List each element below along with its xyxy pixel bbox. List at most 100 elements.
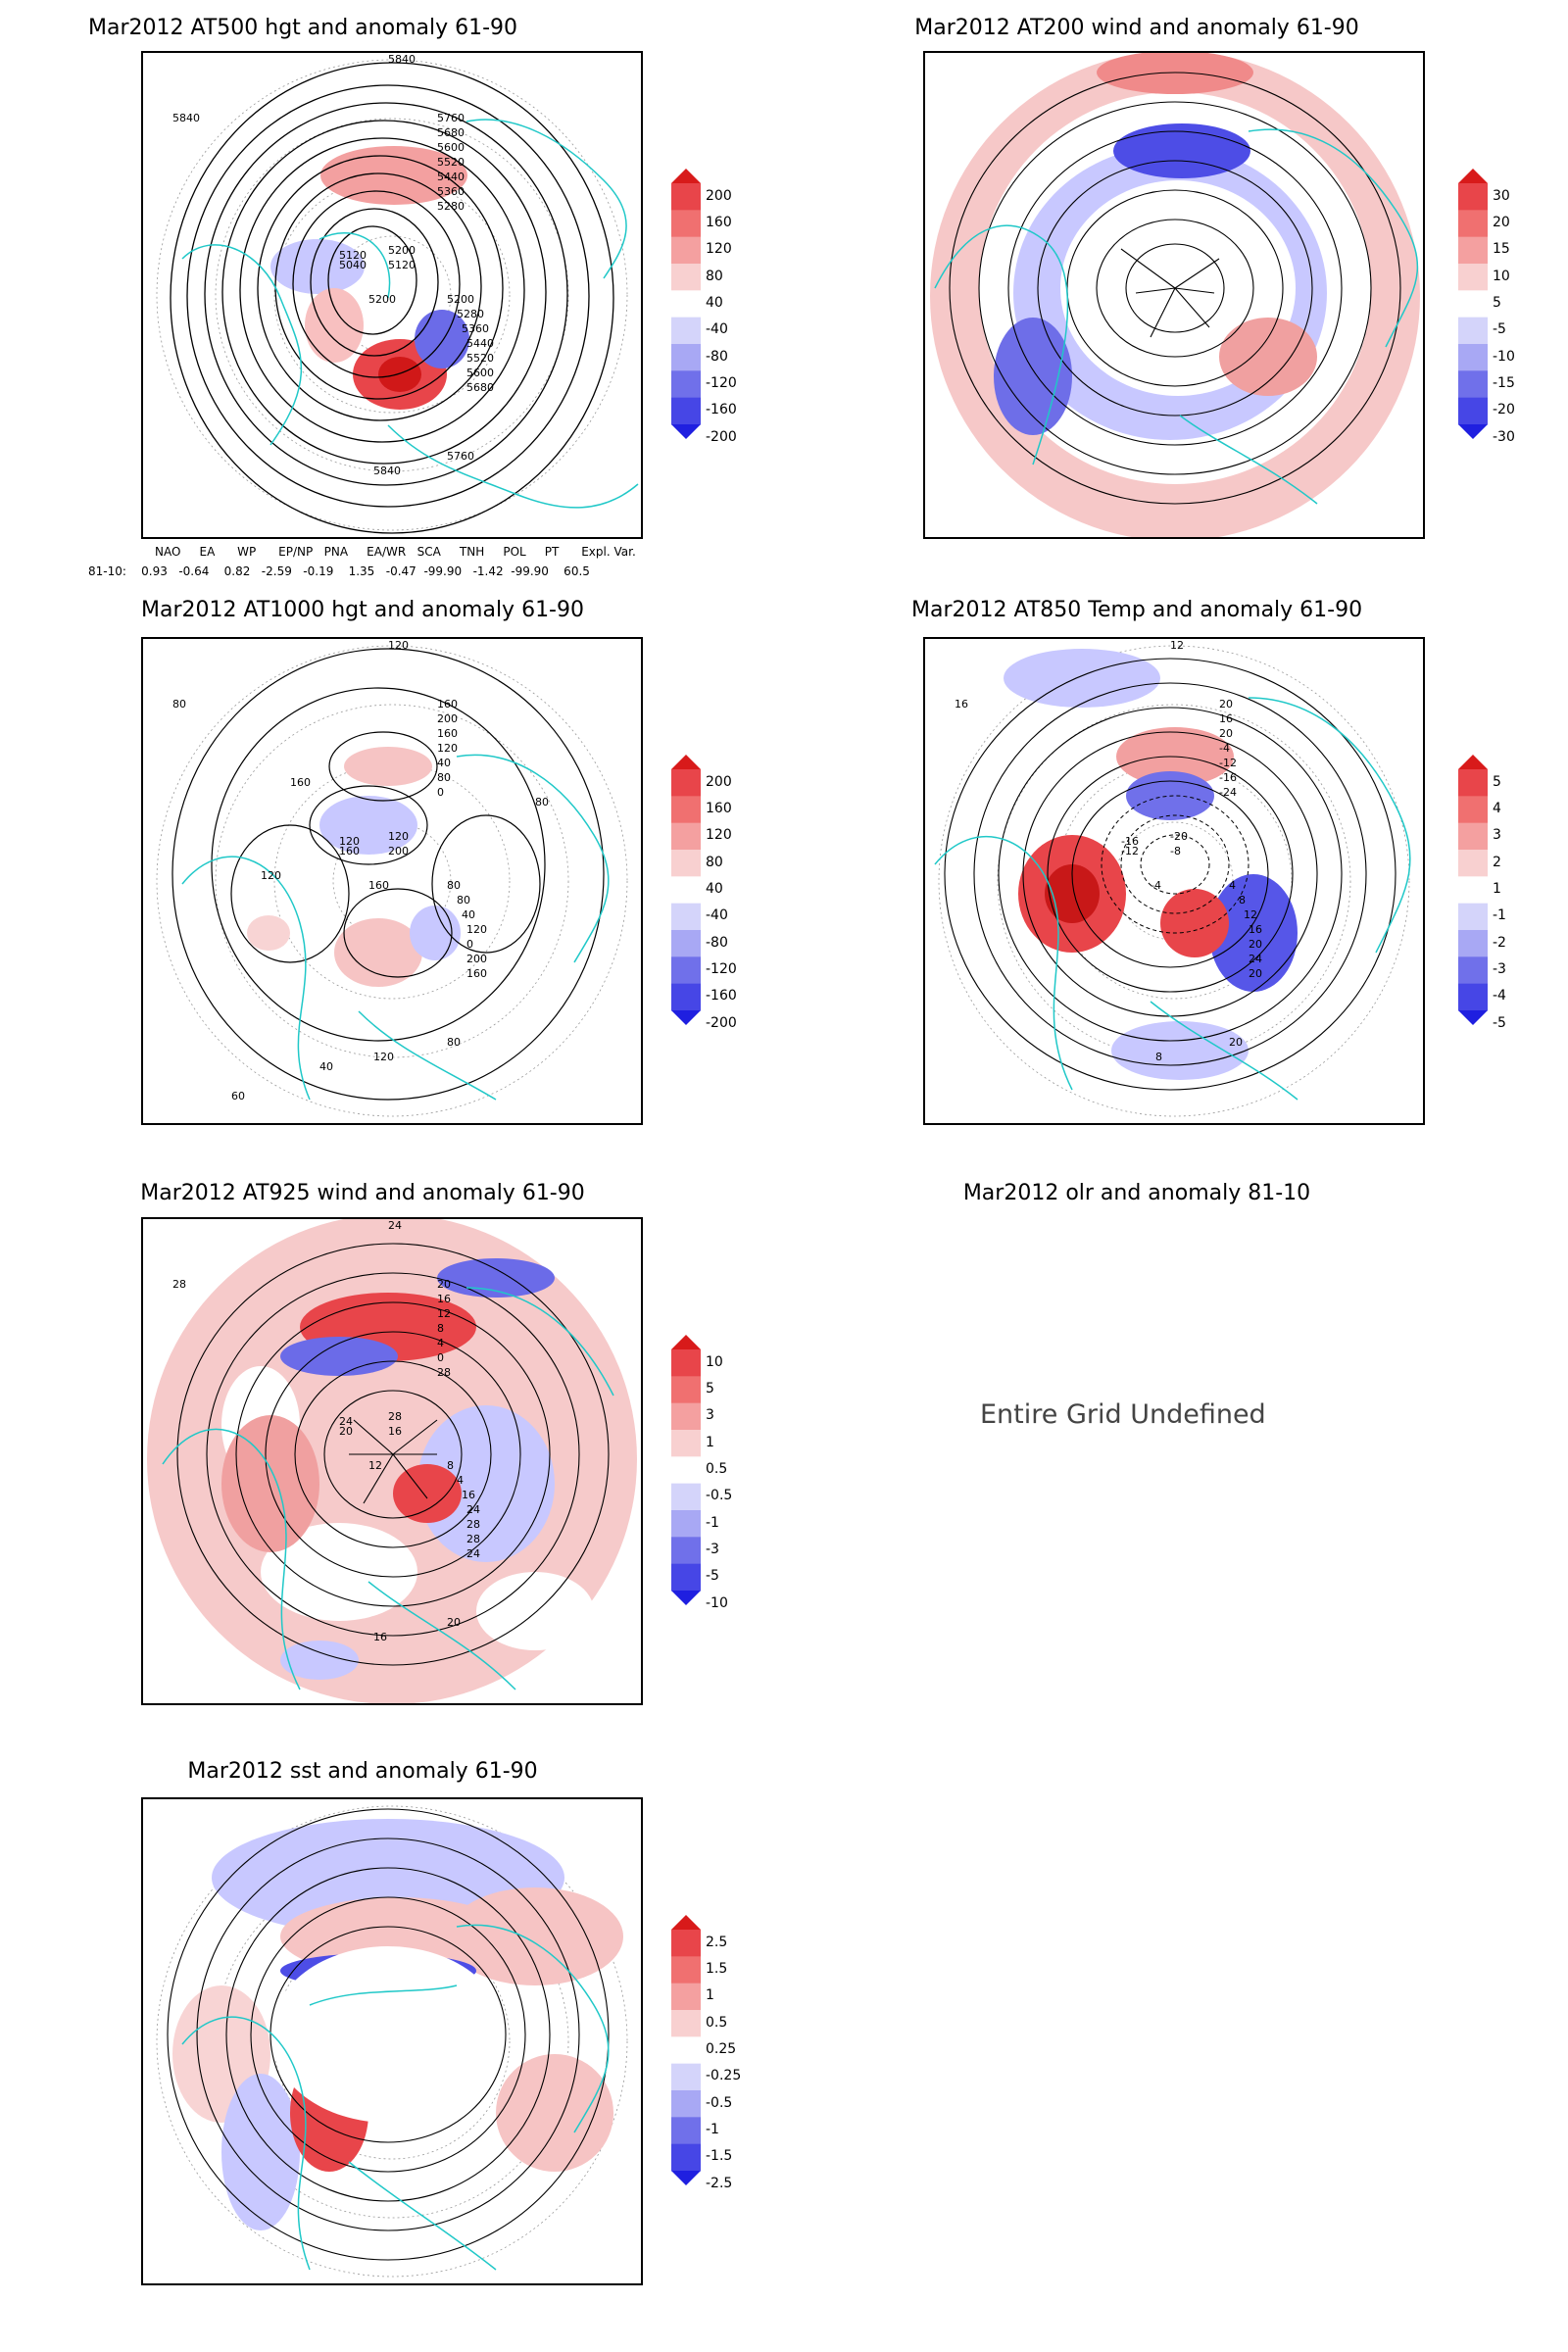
panel-title-at850: Mar2012 AT850 Temp and anomaly 61-90 bbox=[911, 598, 1363, 622]
latitude-circle bbox=[156, 59, 628, 531]
colorbar-tick-label: 1 bbox=[706, 1434, 714, 1450]
panel-title-at200: Mar2012 AT200 wind and anomaly 61-90 bbox=[914, 16, 1359, 40]
colorbar-tick-label: 20 bbox=[1493, 215, 1510, 230]
latitude-circle bbox=[156, 1805, 628, 2278]
undefined-grid-message: Entire Grid Undefined bbox=[980, 1399, 1266, 1430]
colorbar-swatch bbox=[1458, 264, 1488, 291]
contour-label: 5840 bbox=[388, 53, 416, 66]
contour-label: 160 bbox=[437, 727, 458, 740]
colorbar-swatch bbox=[671, 264, 701, 291]
contour-label: 160 bbox=[466, 967, 487, 980]
colorbar-swatch bbox=[671, 930, 701, 957]
contour-label: -24 bbox=[1219, 786, 1237, 799]
contour-label: -12 bbox=[1219, 757, 1237, 769]
colorbar-tick-label: -20 bbox=[1493, 402, 1515, 418]
colorbar-tick-label: 3 bbox=[706, 1407, 714, 1424]
contour-label: 28 bbox=[172, 1278, 186, 1291]
contour-label: 5200 bbox=[447, 293, 474, 306]
contour-label: 8 bbox=[1239, 894, 1246, 906]
colorbar-swatch bbox=[1458, 876, 1488, 905]
colorbar-tick-label: 5 bbox=[1493, 295, 1501, 311]
colorbar-arrow-top bbox=[1458, 169, 1488, 183]
colorbar-swatch bbox=[671, 236, 701, 265]
contour-label: 24 bbox=[1249, 953, 1262, 965]
colorbar-swatch bbox=[671, 876, 701, 905]
colorbar-tick-label: -200 bbox=[706, 428, 737, 445]
contour-label: 24 bbox=[466, 1503, 480, 1516]
colorbar-tick-label: 80 bbox=[706, 268, 723, 284]
contour-label: 120 bbox=[388, 639, 409, 652]
contour-label: 5760 bbox=[437, 112, 465, 124]
panel-title-at1000: Mar2012 AT1000 hgt and anomaly 61-90 bbox=[140, 598, 584, 622]
colorbar-swatch bbox=[671, 2036, 701, 2065]
colorbar-swatch bbox=[671, 822, 701, 851]
colorbar-swatch bbox=[671, 1349, 701, 1377]
colorbar-tick-label: -4 bbox=[1493, 988, 1506, 1004]
contour-label: 5120 bbox=[339, 249, 367, 262]
colorbar-tick-label: 1 bbox=[1493, 881, 1501, 897]
colorbar-swatch bbox=[671, 1930, 701, 1957]
colorbar-swatch bbox=[671, 397, 701, 425]
indices-header: NAO EA WP EP/NP PNA EA/WR SCA TNH POL PT… bbox=[155, 545, 636, 559]
contour-label: 5280 bbox=[437, 200, 465, 213]
colorbar-swatch bbox=[671, 317, 701, 345]
contour-label: -8 bbox=[1170, 845, 1181, 858]
contour-label: 80 bbox=[172, 698, 186, 710]
contour-label: 200 bbox=[388, 845, 409, 858]
contour-label: 160 bbox=[290, 776, 311, 789]
colorbar-swatch bbox=[671, 956, 701, 985]
colorbar-tick-label: -200 bbox=[706, 1014, 737, 1031]
colorbar-tick-label: -0.5 bbox=[706, 2094, 733, 2111]
colorbar-arrow-bottom bbox=[671, 1591, 701, 1605]
contour-label: 5600 bbox=[466, 367, 494, 379]
colorbar-tick-label: -120 bbox=[706, 375, 737, 391]
contour-label: 80 bbox=[447, 879, 461, 892]
contour-label: 5200 bbox=[368, 293, 396, 306]
colorbar-arrow-top bbox=[671, 1915, 701, 1930]
colorbar-tick-label: -1 bbox=[706, 2122, 719, 2137]
colorbar-swatch bbox=[671, 183, 701, 211]
contour-label: 5120 bbox=[388, 259, 416, 271]
contour-label: 20 bbox=[339, 1425, 353, 1438]
contour-label: 24 bbox=[466, 1547, 480, 1560]
contour-label: 80 bbox=[447, 1036, 461, 1049]
colorbar-tick-label: 0.25 bbox=[706, 2041, 737, 2057]
colorbar-swatch bbox=[671, 850, 701, 877]
colorbar-swatch bbox=[671, 370, 701, 399]
contour-label: 28 bbox=[466, 1518, 480, 1531]
contour-label: 20 bbox=[1229, 1036, 1243, 1049]
colorbar-swatch bbox=[671, 1983, 701, 2011]
colorbar-arrow-top bbox=[671, 755, 701, 769]
contour-label: 4 bbox=[437, 1337, 444, 1349]
panel-title-at500: Mar2012 AT500 hgt and anomaly 61-90 bbox=[88, 16, 518, 40]
colorbar-swatch bbox=[1458, 290, 1488, 318]
colorbar-swatch bbox=[1458, 370, 1488, 399]
contour-label: 16 bbox=[1249, 923, 1262, 936]
colorbar-swatch bbox=[671, 1510, 701, 1538]
contour-label: 120 bbox=[388, 830, 409, 843]
contour-label: 12 bbox=[437, 1307, 451, 1320]
colorbar-swatch bbox=[1458, 956, 1488, 985]
contour-label: 24 bbox=[339, 1415, 353, 1428]
colorbar-swatch bbox=[671, 2010, 701, 2037]
contour-label: 5520 bbox=[437, 156, 465, 169]
colorbar-tick-label: 30 bbox=[1493, 187, 1510, 204]
colorbar-arrow-bottom bbox=[671, 1010, 701, 1025]
contour-label: 12 bbox=[1170, 639, 1184, 652]
contour-label: 20 bbox=[437, 1278, 451, 1291]
colorbar-swatch bbox=[1458, 930, 1488, 957]
map-at500: 5840 5840 5760 5680 5600 5520 5440 5360 5280 5200… bbox=[141, 51, 643, 539]
contour-label: 0 bbox=[437, 1351, 444, 1364]
colorbar-tick-label: 15 bbox=[1493, 241, 1510, 258]
contour-label: 200 bbox=[466, 953, 487, 965]
contour-label: 160 bbox=[368, 879, 389, 892]
colorbar-tick-label: 160 bbox=[706, 215, 732, 230]
contour-label: 16 bbox=[437, 1293, 451, 1305]
colorbar-swatch bbox=[671, 1563, 701, 1592]
contour-label: 120 bbox=[339, 835, 360, 848]
contour-label: 8 bbox=[447, 1459, 454, 1472]
map-at1000: 80 120 160 200 160 120 40 80 0 120 120 160 200 160 80 8… bbox=[141, 637, 643, 1125]
contour-label: 5760 bbox=[447, 450, 474, 463]
contour-label: 5680 bbox=[437, 126, 465, 139]
colorbar-arrow-top bbox=[671, 1335, 701, 1349]
